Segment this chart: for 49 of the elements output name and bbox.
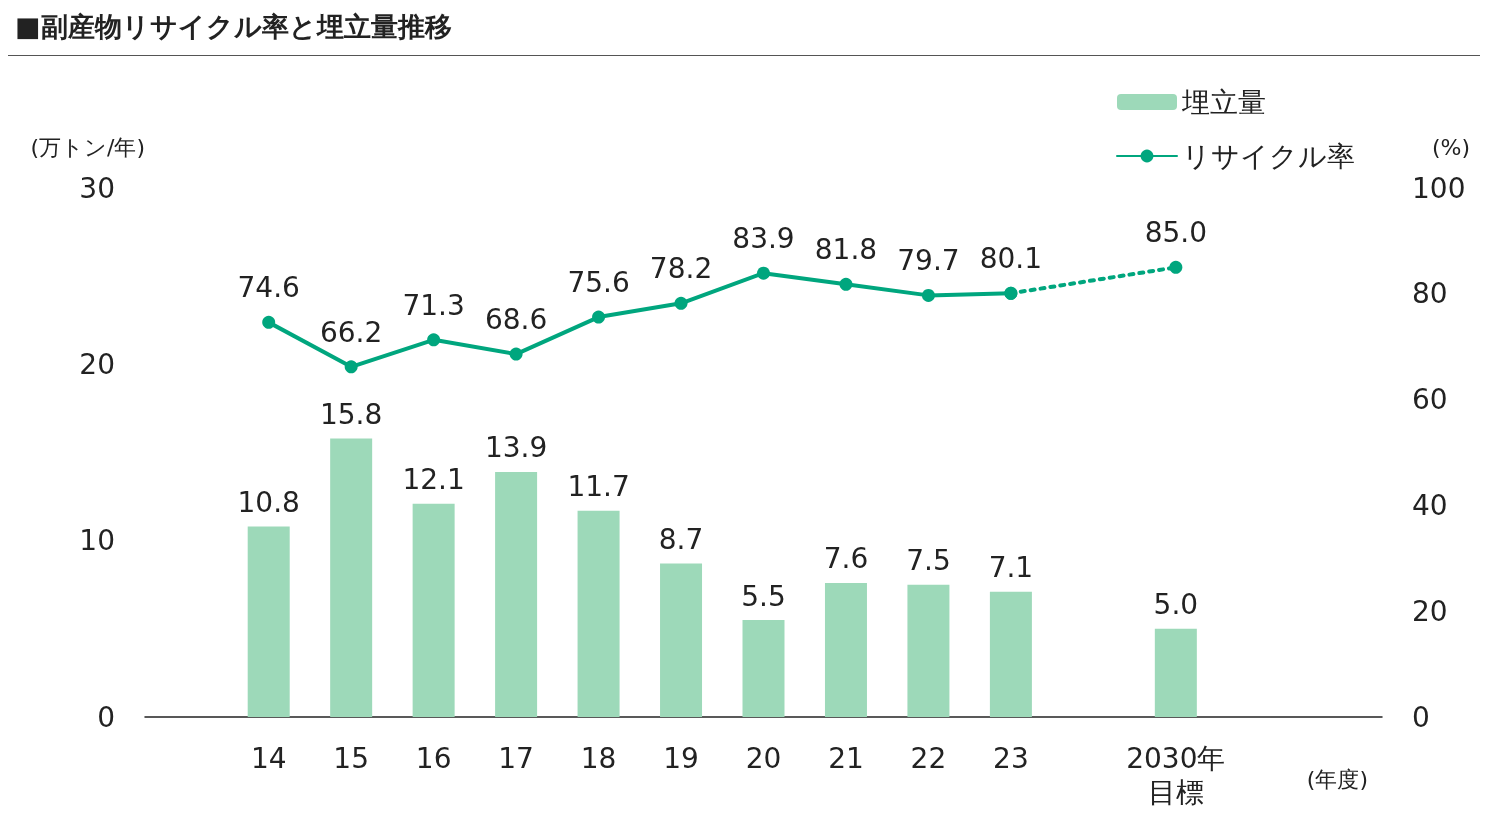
- y2-tick-label: 100: [1412, 171, 1466, 205]
- x-tick-label: 21: [828, 741, 864, 775]
- legend-label: リサイクル率: [1182, 139, 1355, 173]
- data-label: 8.7: [658, 523, 704, 557]
- y2-axis-title: (%): [1432, 134, 1471, 160]
- data-label: 15.8: [319, 397, 383, 431]
- data-label: 13.9: [484, 431, 548, 465]
- y2-tick-label: 0: [1412, 700, 1430, 734]
- data-label: 7.1: [988, 551, 1034, 585]
- data-label: 68.6: [484, 303, 548, 337]
- y2-tick-label: 40: [1412, 488, 1448, 522]
- y-axis-title: (万トン/年): [30, 134, 145, 160]
- data-label: 83.9: [732, 222, 795, 256]
- x-tick-label: 18: [580, 741, 617, 775]
- data-label: 66.2: [319, 315, 383, 349]
- x-tick-label: 20: [745, 741, 782, 775]
- x-tick-label: 17: [498, 741, 534, 775]
- y-tick-label: 30: [79, 171, 115, 205]
- data-label: 7.5: [906, 544, 951, 578]
- legend-label: 埋立量: [1181, 85, 1266, 119]
- y-tick-label: 0: [97, 700, 115, 734]
- data-label: 79.7: [897, 244, 960, 278]
- data-label: 71.3: [402, 288, 465, 322]
- y2-tick-label: 20: [1412, 594, 1448, 628]
- x-tick-label: 19: [663, 741, 699, 775]
- x-tick-label: 23: [993, 741, 1029, 775]
- data-label: 75.6: [567, 266, 630, 300]
- x-tick-label: 15: [333, 741, 369, 775]
- data-label: 12.1: [402, 463, 465, 497]
- y-tick-label: 10: [79, 524, 115, 558]
- y2-tick-label: 60: [1412, 383, 1448, 417]
- data-label: 7.6: [823, 542, 869, 576]
- chart-title: ■副産物リサイクル率と埋立量推移: [15, 11, 452, 42]
- y2-tick-label: 80: [1412, 277, 1448, 311]
- data-label: 11.7: [567, 470, 630, 504]
- data-label: 74.6: [237, 271, 300, 305]
- data-label: 5.5: [741, 579, 786, 613]
- x-tick-label: 22: [910, 741, 947, 775]
- data-label: 81.8: [814, 233, 878, 267]
- data-label: 78.2: [649, 252, 713, 286]
- x-axis-title: (年度): [1306, 766, 1369, 792]
- x-tick-label: 16: [415, 741, 452, 775]
- y-tick-label: 20: [79, 347, 115, 381]
- data-label: 85.0: [1144, 216, 1208, 250]
- data-label: 5.0: [1153, 588, 1199, 622]
- data-label: 10.8: [237, 486, 300, 520]
- x-tick-label: 2030年目標: [1126, 741, 1226, 809]
- x-tick-label: 14: [250, 741, 287, 775]
- data-label: 80.1: [979, 242, 1043, 276]
